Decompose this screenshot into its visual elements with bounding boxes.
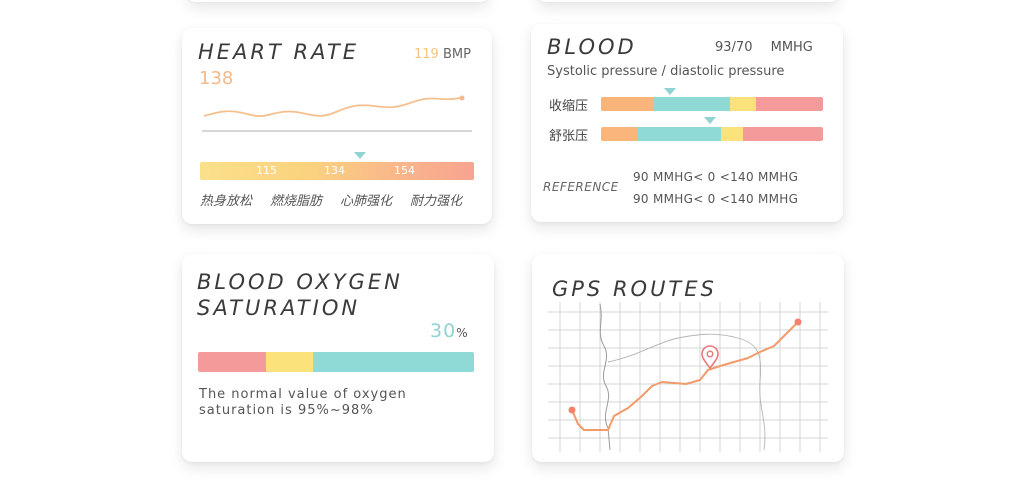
heart-rate-current: 119 [414, 47, 439, 62]
map-border-line [599, 303, 611, 451]
zone-label-cardio: 心肺强化 [340, 194, 393, 209]
heart-rate-reading: 119 BMP [414, 47, 471, 62]
heart-rate-wave [202, 95, 472, 132]
heart-rate-marker [354, 152, 366, 159]
diastolic-seg-high [743, 127, 823, 141]
reference-label: REFERENCE [543, 180, 619, 194]
diastolic-marker [704, 117, 716, 124]
map-region-line [607, 333, 766, 451]
heart-rate-big-value: 138 [199, 68, 234, 89]
reference-range-2: 90 MMHG< 0 <140 MMHG [633, 192, 799, 206]
heart-rate-end-dot [459, 95, 465, 101]
diastolic-seg-elevated [720, 127, 744, 141]
location-pin-icon [701, 345, 719, 370]
blood-pressure-card: BLOOD 93/70 MMHG Systolic pressure / dia… [531, 24, 843, 222]
systolic-seg-elevated [729, 97, 757, 111]
gps-route-line [571, 321, 799, 431]
diastolic-seg-normal [636, 127, 721, 141]
systolic-bar [601, 97, 823, 111]
diastolic-label: 舒张压 [549, 129, 589, 144]
oxygen-note: The normal value of oxygen saturation is… [199, 387, 407, 418]
zone-label-warmup: 热身放松 [200, 194, 253, 209]
blood-subtitle: Systolic pressure / diastolic pressure [547, 64, 785, 79]
zone-label-fatburn: 燃烧脂肪 [270, 194, 323, 209]
diastolic-bar [601, 127, 823, 141]
previous-card-left [186, 0, 490, 2]
zone-label-endurance: 耐力强化 [410, 194, 463, 209]
zone-threshold-2: 134 [324, 164, 345, 177]
systolic-seg-low [601, 97, 655, 111]
gps-map [548, 302, 828, 452]
heart-rate-title: HEART RATE [198, 40, 360, 64]
heart-rate-line [203, 97, 463, 117]
systolic-label: 收缩压 [549, 99, 589, 114]
gps-title: GPS ROUTES [552, 277, 717, 301]
heart-rate-card: HEART RATE 119 BMP 138 115 134 154 热身放松 … [182, 28, 492, 224]
oxygen-seg-low [198, 352, 266, 372]
heart-rate-unit: BMP [442, 47, 471, 62]
oxygen-value-unit: % [456, 326, 468, 340]
reference-range-1: 90 MMHG< 0 <140 MMHG [633, 170, 799, 184]
zone-threshold-1: 115 [256, 164, 277, 177]
oxygen-seg-normal [312, 352, 474, 372]
oxygen-title-line1: BLOOD OXYGEN [197, 270, 403, 294]
blood-title: BLOOD [547, 35, 637, 59]
previous-card-right [536, 0, 840, 2]
oxygen-value-number: 30 [430, 320, 457, 342]
oxygen-value: 30% [430, 320, 468, 342]
oxygen-seg-mid [265, 352, 313, 372]
blood-oxygen-card: BLOOD OXYGEN SATURATION 30% The normal v… [182, 254, 494, 462]
diastolic-seg-low [601, 127, 637, 141]
zone-threshold-3: 154 [394, 164, 415, 177]
route-end-dot [794, 318, 802, 326]
oxygen-bar [198, 352, 474, 372]
blood-reading: 93/70 MMHG [715, 40, 813, 55]
systolic-marker [664, 88, 676, 95]
gps-routes-card: GPS ROUTES [532, 254, 844, 462]
oxygen-title-line2: SATURATION [197, 296, 361, 320]
systolic-seg-normal [654, 97, 730, 111]
route-start-dot [568, 406, 576, 414]
systolic-seg-high [756, 97, 823, 111]
heart-rate-zone-bar: 115 134 154 [200, 162, 474, 180]
